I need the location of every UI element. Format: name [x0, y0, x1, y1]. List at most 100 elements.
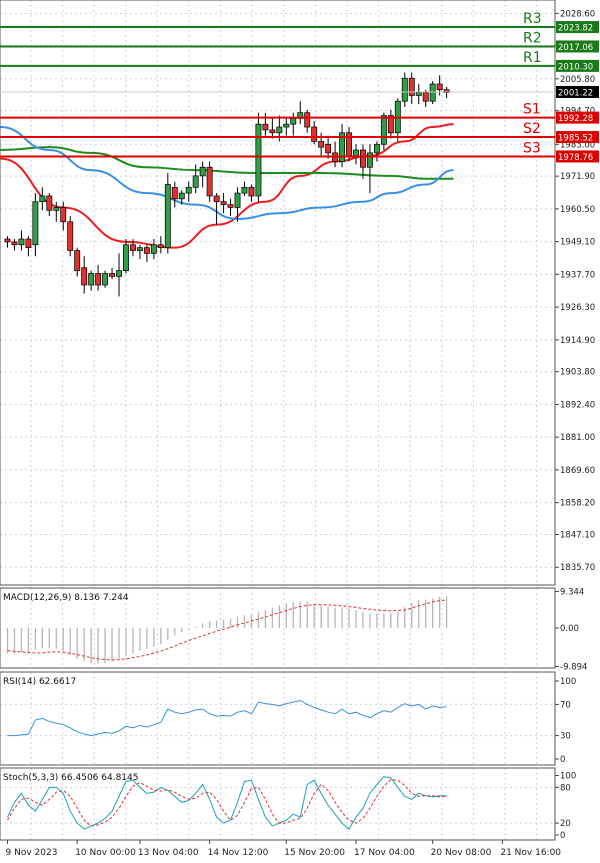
stoch-y-tick-label: 20 — [560, 819, 571, 829]
candle-up-body — [366, 152, 373, 168]
candle — [130, 239, 136, 257]
level-price-box — [556, 21, 599, 34]
macd-y-tick-label: -9.894 — [560, 663, 587, 673]
macd-y-tick-label: 9.344 — [560, 588, 584, 598]
candle-down-body — [443, 89, 450, 93]
candle-down-body — [60, 207, 67, 223]
macd-title: MACD(12,26,9) 8.136 7.244 — [3, 593, 129, 603]
y-tick-label: 1847.10 — [560, 531, 595, 541]
candle — [422, 89, 429, 107]
y-tick-label: 2028.60 — [560, 9, 595, 19]
candle-down-body — [11, 241, 18, 246]
level-price-box — [556, 40, 599, 53]
candle — [81, 256, 88, 294]
series-ma-red — [0, 123, 454, 249]
candle — [178, 190, 185, 205]
rsi-y-tick-label: 70 — [560, 700, 571, 710]
candle — [185, 181, 192, 202]
x-tick-label: 10 Nov 00:00 — [75, 848, 136, 858]
candle — [18, 230, 25, 251]
candle — [360, 144, 366, 179]
rsi-line — [7, 699, 447, 737]
x-tick-label: 17 Nov 04:00 — [354, 848, 415, 858]
level-price-label: 1992.28 — [558, 114, 593, 124]
level-price-box — [556, 131, 599, 144]
y-tick-label: 1983.00 — [560, 140, 595, 150]
candle — [46, 193, 53, 217]
candle — [123, 239, 129, 274]
current-price-label: 2001.22 — [558, 88, 593, 98]
candle-up-body — [373, 143, 380, 154]
candle-down-body — [213, 195, 220, 203]
candle — [290, 112, 297, 136]
level-name-s2: S2 — [523, 121, 541, 137]
candle-up-body — [429, 83, 436, 102]
candle — [325, 135, 332, 159]
candle-up-body — [415, 92, 422, 96]
moving-averages — [0, 123, 454, 249]
candle — [311, 121, 318, 145]
candle-down-body — [422, 92, 429, 102]
y-tick-label: 1960.50 — [560, 205, 595, 215]
candle — [213, 193, 220, 225]
candle-up-body — [164, 184, 171, 248]
macd-y-tick-label: 0.00 — [560, 624, 579, 634]
candle-down-body — [171, 186, 178, 200]
level-price-box — [556, 150, 599, 163]
candle-up-body — [136, 247, 143, 251]
candle-down-body — [248, 186, 255, 197]
candle-down-body — [325, 143, 332, 154]
rsi-panel-frame — [0, 671, 556, 766]
x-tick-label: 15 Nov 20:00 — [284, 848, 345, 858]
x-tick-label: 9 Nov 2023 — [6, 848, 58, 858]
candle — [206, 161, 213, 202]
x-tick-label: 14 Nov 12:00 — [208, 848, 269, 858]
candle-down-body — [227, 204, 234, 208]
stoch-panel-frame — [0, 767, 556, 841]
level-name-r2: R2 — [523, 30, 542, 46]
level-name-s1: S1 — [523, 102, 541, 118]
level-price-label: 2010.30 — [558, 62, 593, 72]
candle-down-body — [311, 126, 318, 142]
candle-down-body — [269, 129, 276, 134]
level-name-s3: S3 — [523, 140, 541, 156]
grid-lines — [0, 0, 556, 841]
candle-down-body — [220, 201, 227, 205]
candle — [227, 198, 234, 217]
candle — [339, 124, 346, 168]
y-tick-label: 1835.70 — [560, 563, 595, 573]
x-tick-label: 21 Nov 16:00 — [500, 848, 561, 858]
candle — [25, 236, 32, 257]
candle-down-body — [262, 123, 269, 131]
y-tick-label: 1903.80 — [560, 368, 595, 378]
candle — [95, 264, 102, 291]
y-tick-label: 2005.80 — [560, 75, 595, 85]
candle — [353, 144, 359, 165]
candle — [408, 72, 415, 105]
y-tick-label: 1926.30 — [560, 303, 595, 313]
candle — [269, 118, 276, 139]
candle-down-body — [408, 77, 415, 96]
y-tick-label: 1881.00 — [560, 433, 595, 443]
x-tick-label: 13 Nov 04:00 — [138, 848, 199, 858]
candle — [373, 141, 380, 162]
y-tick-label: 1949.10 — [560, 238, 595, 248]
y-tick-label: 1937.70 — [560, 270, 595, 280]
candle — [150, 239, 157, 260]
candle — [248, 184, 255, 202]
candle — [387, 109, 394, 139]
candle-up-body — [290, 118, 297, 125]
candle — [415, 83, 422, 105]
candles — [4, 72, 450, 297]
candle-up-body — [283, 123, 290, 128]
candle-up-body — [88, 273, 95, 286]
candle-down-body — [143, 247, 150, 254]
candle — [88, 270, 95, 291]
candle — [401, 72, 408, 107]
candle-down-body — [130, 244, 136, 251]
candle — [366, 144, 373, 194]
candle-up-body — [18, 238, 25, 246]
level-price-label: 2017.06 — [558, 43, 593, 53]
candle-down-body — [95, 273, 102, 286]
